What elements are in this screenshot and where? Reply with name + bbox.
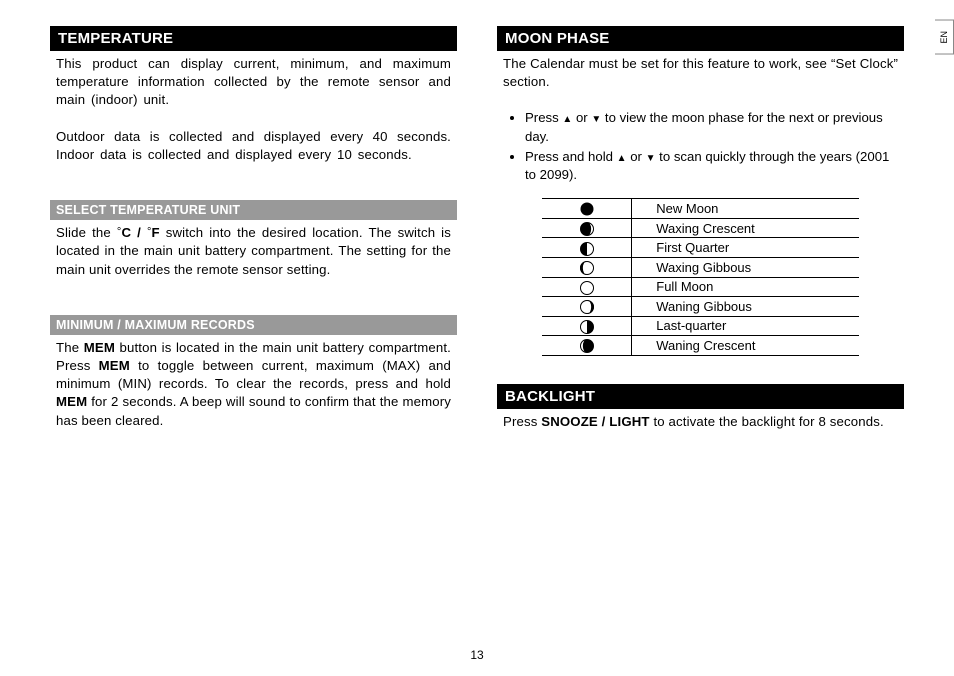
- moon-phase-label: First Quarter: [632, 238, 859, 258]
- moon-phase-icon-last-q: [542, 316, 632, 336]
- moon-phase-icon-new: [542, 199, 632, 219]
- backlight-body: Press SNOOZE / LIGHT to activate the bac…: [497, 413, 904, 431]
- moon-phase-label: Waxing Gibbous: [632, 258, 859, 278]
- f-label: F: [152, 225, 160, 240]
- select-unit-heading: SELECT TEMPERATURE UNIT: [50, 200, 457, 220]
- moon-phase-table-body: New Moon Waxing Crescent First Quarter W…: [542, 199, 859, 356]
- mem-label: MEM: [56, 394, 87, 409]
- mem-label: MEM: [99, 358, 130, 373]
- moon-phase-table: New Moon Waxing Crescent First Quarter W…: [542, 198, 859, 356]
- moon-phase-icon-wan-cres: [542, 336, 632, 356]
- language-tab: EN: [935, 20, 954, 55]
- moon-phase-row: Last-quarter: [542, 316, 859, 336]
- text: Press: [525, 110, 562, 125]
- moon-phase-icon-wan-gib: [542, 297, 632, 317]
- moon-phase-row: Waxing Crescent: [542, 218, 859, 238]
- moon-phase-heading: MOON PHASE: [497, 26, 904, 51]
- snooze-light-label: SNOOZE / LIGHT: [541, 414, 649, 429]
- mem-label: MEM: [84, 340, 115, 355]
- text: or: [627, 149, 646, 164]
- moon-phase-label: Waxing Crescent: [632, 218, 859, 238]
- temperature-intro-1: This product can display current, minimu…: [50, 55, 457, 110]
- temperature-heading: TEMPERATURE: [50, 26, 457, 51]
- down-triangle-icon: ▼: [646, 152, 656, 166]
- moon-bullets: Press ▲ or ▼ to view the moon phase for …: [497, 109, 904, 184]
- moon-phase-icon-first-q: [542, 238, 632, 258]
- moon-phase-label: Waning Crescent: [632, 336, 859, 356]
- moon-intro: The Calendar must be set for this featur…: [497, 55, 904, 91]
- select-unit-body: Slide the °C / °F switch into the desire…: [50, 224, 457, 279]
- c-label: C /: [121, 225, 147, 240]
- moon-bullet-1: Press ▲ or ▼ to view the moon phase for …: [525, 109, 898, 145]
- up-triangle-icon: ▲: [562, 113, 572, 127]
- moon-phase-row: Waxing Gibbous: [542, 258, 859, 278]
- minmax-heading: MINIMUM / MAXIMUM RECORDS: [50, 315, 457, 335]
- moon-phase-label: Full Moon: [632, 277, 859, 297]
- right-column: MOON PHASE The Calendar must be set for …: [497, 26, 904, 449]
- left-column: TEMPERATURE This product can display cur…: [50, 26, 457, 449]
- text: or: [572, 110, 591, 125]
- moon-phase-row: Full Moon: [542, 277, 859, 297]
- page-number: 13: [0, 648, 954, 662]
- down-triangle-icon: ▼: [591, 113, 601, 127]
- moon-phase-icon-wax-cres: [542, 218, 632, 238]
- text: Slide the: [56, 225, 117, 240]
- up-triangle-icon: ▲: [617, 152, 627, 166]
- text: Press and hold: [525, 149, 617, 164]
- temperature-intro-2: Outdoor data is collected and displayed …: [50, 128, 457, 164]
- moon-phase-icon-full: [542, 277, 632, 297]
- moon-phase-icon-wax-gib: [542, 258, 632, 278]
- minmax-body: The MEM button is located in the main un…: [50, 339, 457, 430]
- moon-phase-row: Waning Gibbous: [542, 297, 859, 317]
- moon-phase-label: Last-quarter: [632, 316, 859, 336]
- moon-phase-label: New Moon: [632, 199, 859, 219]
- text: Press: [503, 414, 541, 429]
- moon-phase-label: Waning Gibbous: [632, 297, 859, 317]
- text: The: [56, 340, 84, 355]
- moon-phase-row: Waning Crescent: [542, 336, 859, 356]
- moon-bullet-2: Press and hold ▲ or ▼ to scan quickly th…: [525, 148, 898, 184]
- text: for 2 seconds. A beep will sound to conf…: [56, 394, 451, 427]
- backlight-heading: BACKLIGHT: [497, 384, 904, 409]
- page-body: TEMPERATURE This product can display cur…: [0, 0, 954, 459]
- moon-phase-row: New Moon: [542, 199, 859, 219]
- moon-phase-row: First Quarter: [542, 238, 859, 258]
- text: to activate the backlight for 8 seconds.: [650, 414, 884, 429]
